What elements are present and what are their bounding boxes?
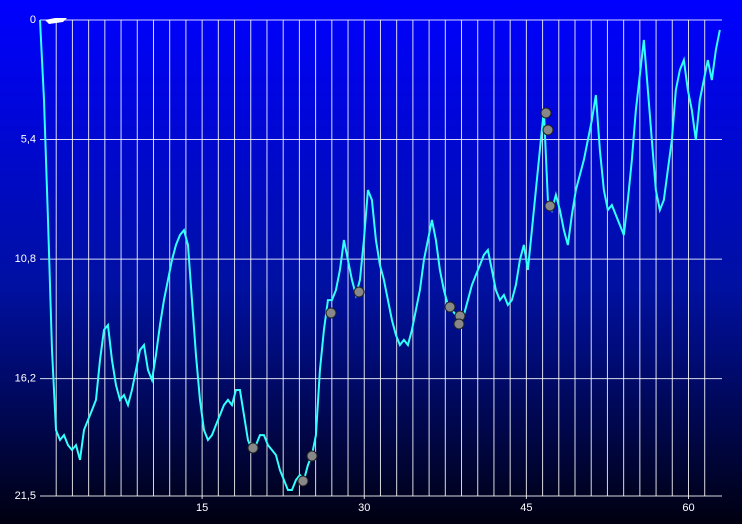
diver-icon (45, 18, 67, 24)
event-marker (544, 200, 556, 212)
event-marker (542, 124, 554, 136)
event-marker (247, 442, 259, 454)
grid: 0 5,4 10,8 16,2 21,5 15 30 45 60 (15, 14, 722, 514)
x-tick-label: 60 (682, 502, 694, 514)
event-marker (306, 450, 318, 462)
x-tick-label: 45 (520, 502, 532, 514)
event-marker (453, 318, 465, 330)
y-tick-label: 10,8 (15, 253, 36, 265)
y-tick-label: 5,4 (21, 133, 36, 145)
depth-line (39, 19, 721, 492)
event-marker (297, 475, 309, 487)
plot (39, 19, 721, 492)
event-marker (444, 301, 456, 313)
y-tick-label: 16,2 (15, 373, 36, 385)
y-tick-label: 0 (30, 14, 36, 26)
event-markers (247, 107, 556, 487)
event-marker (353, 286, 365, 298)
y-tick-label: 21,5 (15, 490, 36, 502)
event-marker (540, 107, 552, 119)
x-tick-label: 30 (358, 502, 370, 514)
event-marker (325, 307, 337, 319)
x-tick-label: 15 (196, 502, 208, 514)
